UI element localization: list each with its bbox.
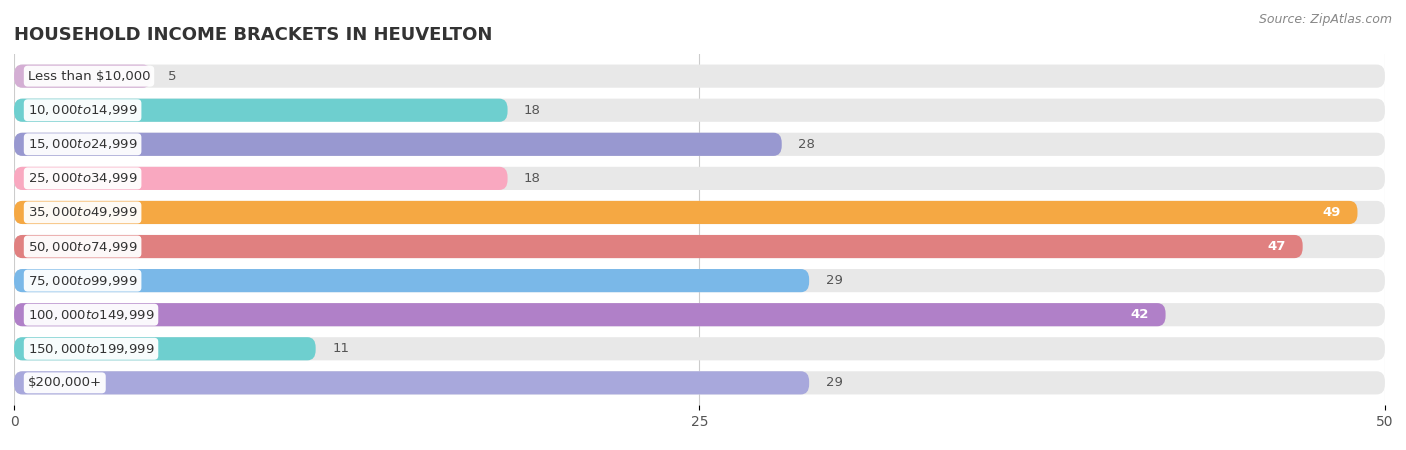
Text: $10,000 to $14,999: $10,000 to $14,999 bbox=[28, 103, 138, 117]
FancyBboxPatch shape bbox=[14, 371, 810, 395]
Text: Less than $10,000: Less than $10,000 bbox=[28, 70, 150, 83]
Text: $200,000+: $200,000+ bbox=[28, 376, 101, 389]
Text: 18: 18 bbox=[524, 172, 541, 185]
FancyBboxPatch shape bbox=[14, 303, 1385, 326]
Text: 11: 11 bbox=[332, 342, 349, 355]
Text: $150,000 to $199,999: $150,000 to $199,999 bbox=[28, 342, 155, 356]
Text: 29: 29 bbox=[825, 274, 842, 287]
FancyBboxPatch shape bbox=[14, 201, 1385, 224]
FancyBboxPatch shape bbox=[14, 235, 1385, 258]
FancyBboxPatch shape bbox=[14, 269, 810, 292]
Text: 18: 18 bbox=[524, 104, 541, 117]
Text: $15,000 to $24,999: $15,000 to $24,999 bbox=[28, 137, 138, 151]
Text: HOUSEHOLD INCOME BRACKETS IN HEUVELTON: HOUSEHOLD INCOME BRACKETS IN HEUVELTON bbox=[14, 26, 492, 44]
FancyBboxPatch shape bbox=[14, 337, 1385, 360]
FancyBboxPatch shape bbox=[14, 201, 1358, 224]
FancyBboxPatch shape bbox=[14, 269, 1385, 292]
FancyBboxPatch shape bbox=[14, 303, 1166, 326]
Text: $50,000 to $74,999: $50,000 to $74,999 bbox=[28, 239, 138, 253]
Text: 5: 5 bbox=[167, 70, 176, 83]
Text: $75,000 to $99,999: $75,000 to $99,999 bbox=[28, 274, 138, 288]
Text: 29: 29 bbox=[825, 376, 842, 389]
Text: $100,000 to $149,999: $100,000 to $149,999 bbox=[28, 308, 155, 322]
Text: 42: 42 bbox=[1130, 308, 1149, 321]
FancyBboxPatch shape bbox=[14, 64, 152, 88]
FancyBboxPatch shape bbox=[14, 167, 1385, 190]
Text: 28: 28 bbox=[799, 138, 815, 151]
Text: 47: 47 bbox=[1268, 240, 1286, 253]
FancyBboxPatch shape bbox=[14, 337, 315, 360]
FancyBboxPatch shape bbox=[14, 133, 1385, 156]
FancyBboxPatch shape bbox=[14, 167, 508, 190]
FancyBboxPatch shape bbox=[14, 371, 1385, 395]
FancyBboxPatch shape bbox=[14, 64, 1385, 88]
FancyBboxPatch shape bbox=[14, 133, 782, 156]
Text: 49: 49 bbox=[1323, 206, 1341, 219]
Text: $35,000 to $49,999: $35,000 to $49,999 bbox=[28, 206, 138, 220]
FancyBboxPatch shape bbox=[14, 235, 1303, 258]
Text: $25,000 to $34,999: $25,000 to $34,999 bbox=[28, 171, 138, 185]
Text: Source: ZipAtlas.com: Source: ZipAtlas.com bbox=[1258, 14, 1392, 27]
FancyBboxPatch shape bbox=[14, 99, 1385, 122]
FancyBboxPatch shape bbox=[14, 99, 508, 122]
